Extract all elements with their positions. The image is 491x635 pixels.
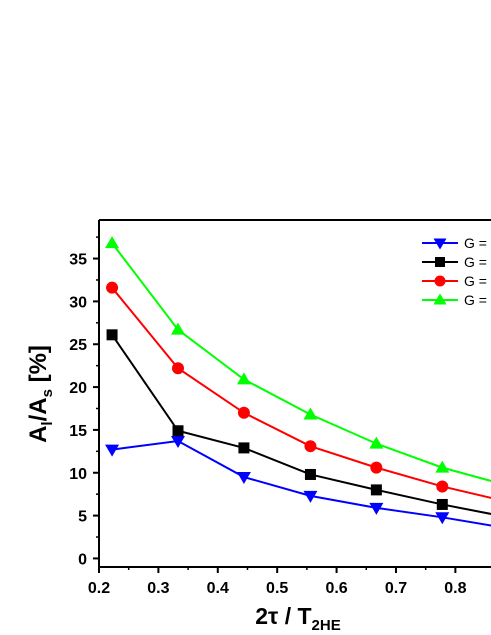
data-point-triangle-up — [303, 407, 318, 420]
data-point-circle — [434, 275, 446, 287]
x-tick-label: 0.8 — [444, 580, 466, 597]
data-point-triangle-down — [303, 490, 318, 503]
data-point-triangle-up — [236, 372, 251, 385]
x-tick-label: 0.4 — [207, 580, 229, 597]
series-triangle-up — [105, 236, 491, 482]
series-circle — [106, 281, 491, 499]
legend-item: G = — [422, 235, 487, 251]
series-triangle-down — [105, 436, 491, 527]
legend: G = G = G = G = — [422, 235, 487, 308]
legend-label: G = — [464, 254, 487, 270]
legend-label: G = — [464, 292, 487, 308]
y-axis-title-part1: A — [25, 426, 52, 443]
y-axis-title-part2: /A — [25, 397, 52, 421]
y-tick-label: 30 — [69, 294, 87, 311]
x-axis-title-main: 2τ / T — [255, 603, 311, 629]
y-tick-label: 10 — [69, 466, 87, 483]
legend-item: G = — [422, 292, 487, 308]
y-tick-label: 35 — [69, 252, 87, 269]
x-axis-title-sub: 2HE — [312, 617, 341, 634]
series-square — [106, 329, 491, 515]
data-point-square — [436, 498, 448, 510]
data-point-square — [106, 329, 118, 341]
legend-label: G = — [464, 273, 487, 289]
series-line — [111, 242, 491, 482]
data-point-circle — [304, 440, 317, 453]
y-tick-label: 0 — [78, 551, 87, 568]
x-tick-label: 0.3 — [147, 580, 169, 597]
data-point-triangle-down — [105, 444, 120, 457]
y-axis-title: Al/As [%] — [25, 345, 56, 443]
data-point-triangle-down — [433, 238, 447, 250]
series-line — [111, 334, 491, 515]
data-point-triangle-down — [236, 472, 251, 485]
data-point-square — [172, 425, 184, 437]
data-point-circle — [436, 480, 449, 493]
tick-labels: 0.2 0.3 0.4 0.5 0.6 0.7 0.8 0 5 10 15 20 25 30 35 — [69, 252, 466, 597]
series-line — [111, 287, 491, 499]
data-point-circle — [370, 461, 383, 474]
y-tick-label: 25 — [69, 337, 87, 354]
data-point-triangle-down — [435, 512, 450, 525]
y-axis-title-sub1: l — [39, 421, 56, 425]
data-point-triangle-up — [369, 436, 384, 449]
y-axis-title-unit: [%] — [25, 345, 52, 389]
data-point-triangle-down — [369, 502, 384, 515]
y-tick-label: 20 — [69, 380, 87, 397]
legend-item: G = — [422, 254, 487, 270]
data-point-circle — [171, 362, 184, 375]
data-point-circle — [106, 281, 119, 294]
data-point-triangle-up — [435, 460, 450, 473]
x-tick-label: 0.7 — [385, 580, 407, 597]
data-point-triangle-down — [170, 436, 185, 449]
data-point-square — [304, 468, 316, 480]
x-tick-label: 0.2 — [88, 580, 110, 597]
y-tick-label: 5 — [78, 509, 87, 526]
x-axis-title: 2τ / T2HE — [255, 603, 340, 634]
data-point-triangle-up — [433, 293, 447, 305]
data-point-square — [435, 257, 445, 267]
y-axis-title-sub2: s — [39, 389, 56, 397]
x-tick-label: 0.6 — [325, 580, 347, 597]
data-point-triangle-up — [170, 322, 185, 335]
data-point-circle — [237, 406, 250, 419]
y-tick-label: 15 — [69, 423, 87, 440]
legend-label: G = — [464, 235, 487, 251]
x-tick-label: 0.5 — [266, 580, 288, 597]
data-point-triangle-up — [105, 236, 120, 249]
data-point-square — [238, 442, 250, 454]
data-point-square — [370, 484, 382, 496]
legend-item: G = — [422, 273, 487, 289]
axis-ticks — [93, 236, 457, 573]
series-layer — [105, 236, 491, 527]
